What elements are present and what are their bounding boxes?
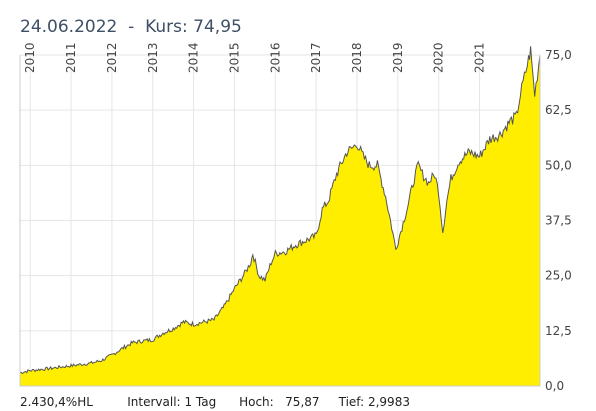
footer-performance: 2.430,4%HL	[20, 395, 93, 409]
chart-header: 24.06.2022 - Kurs: 74,95	[20, 17, 242, 37]
footer-low-label: Tief:	[338, 395, 365, 409]
x-tick-label: 2019	[391, 42, 405, 73]
x-axis-ticks: 2010 2011 2012 2013 2014 2015 2016 2017 2018 2019…	[23, 42, 486, 73]
footer-high-label: Hoch:	[239, 395, 274, 409]
y-tick-label: 37,5	[545, 214, 572, 228]
footer-high-value: 75,87	[285, 395, 320, 409]
y-tick-label: 75,0	[545, 48, 572, 62]
header-date: 24.06.2022	[20, 17, 118, 37]
y-tick-label: 25,0	[545, 269, 572, 283]
x-tick-label: 2020	[432, 42, 446, 73]
y-tick-label: 12,5	[545, 324, 572, 338]
chart-footer: 2.430,4%HL Intervall: 1 Tag Hoch: 75,87 …	[20, 395, 410, 409]
header-price-label: Kurs:	[145, 17, 188, 37]
y-tick-label: 62,5	[545, 103, 572, 117]
x-tick-label: 2013	[146, 42, 160, 73]
x-tick-label: 2017	[309, 42, 323, 73]
x-tick-label: 2015	[227, 42, 241, 73]
x-tick-label: 2016	[268, 42, 282, 73]
y-tick-label: 0,0	[545, 379, 564, 393]
header-price-value: 74,95	[193, 17, 242, 37]
footer-interval-label: Intervall:	[127, 395, 181, 409]
footer-interval-value: 1 Tag	[184, 395, 217, 409]
price-line	[19, 46, 541, 375]
x-tick-label: 2014	[187, 42, 201, 73]
x-tick-label: 2010	[23, 42, 37, 73]
y-axis-ticks: 0,0 12,5 25,0 37,5 50,0 62,5 75,0	[545, 48, 572, 393]
y-tick-label: 50,0	[545, 158, 572, 172]
x-tick-label: 2018	[350, 42, 364, 73]
header-separator: -	[128, 17, 135, 37]
x-tick-label: 2012	[105, 42, 119, 73]
x-tick-label: 2011	[64, 42, 78, 73]
footer-low-value: 2,9983	[367, 395, 410, 409]
x-tick-label: 2021	[473, 42, 487, 73]
price-area	[20, 46, 540, 386]
